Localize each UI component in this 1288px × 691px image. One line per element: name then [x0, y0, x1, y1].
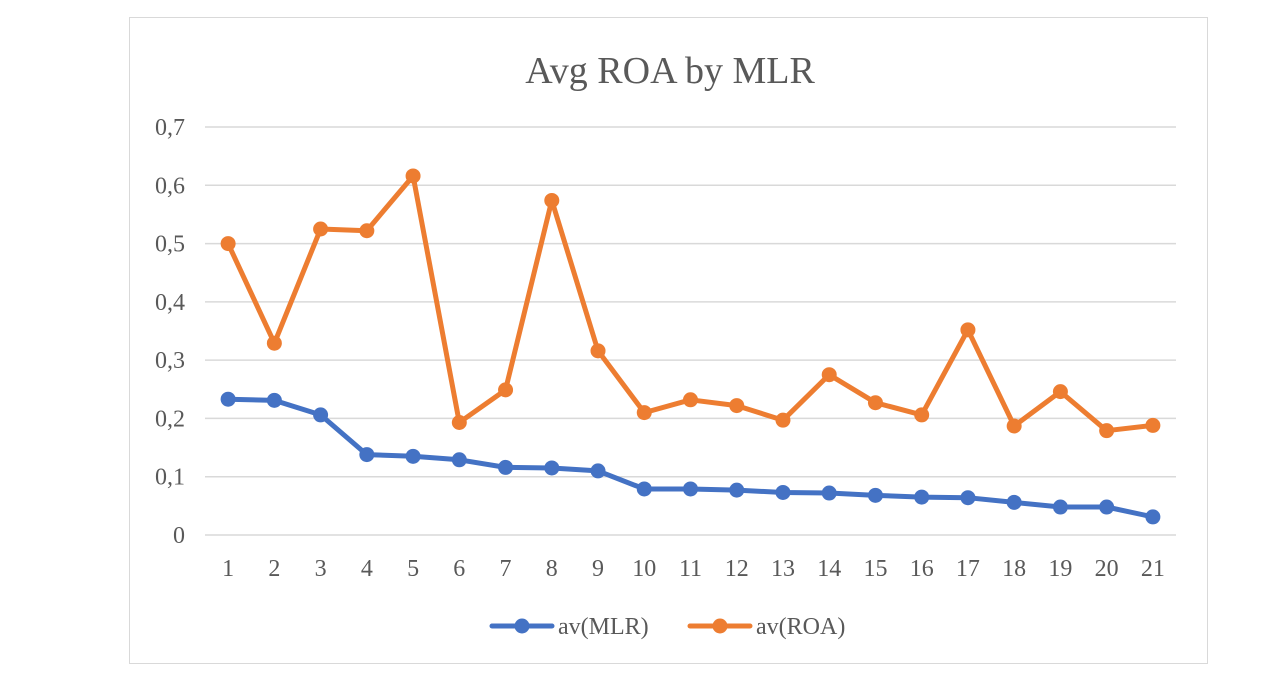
- series-av-roa: [220, 168, 1161, 439]
- legend-label: av(ROA): [756, 614, 845, 640]
- x-tick-label: 10: [632, 556, 656, 582]
- x-tick-label: 14: [817, 556, 841, 582]
- x-tick-label: 20: [1095, 556, 1119, 582]
- y-tick-label: 0,2: [155, 406, 185, 432]
- data-point: [867, 395, 883, 411]
- data-point: [266, 335, 282, 351]
- x-tick-label: 6: [453, 556, 465, 582]
- x-tick-label: 4: [361, 556, 373, 582]
- y-tick-label: 0: [173, 523, 185, 549]
- data-point: [1099, 423, 1115, 439]
- data-point: [821, 367, 837, 383]
- data-point: [266, 392, 282, 408]
- legend-item: av(MLR): [489, 614, 649, 640]
- y-tick-label: 0,3: [155, 348, 185, 374]
- data-point: [1052, 384, 1068, 400]
- data-point: [498, 382, 514, 398]
- data-point: [220, 236, 236, 252]
- y-tick-label: 0,4: [155, 290, 185, 316]
- data-point: [729, 398, 745, 414]
- x-tick-label: 2: [268, 556, 280, 582]
- y-tick-label: 0,6: [155, 173, 185, 199]
- data-point: [775, 484, 791, 500]
- data-point: [636, 405, 652, 421]
- data-point: [498, 459, 514, 475]
- data-point: [960, 322, 976, 338]
- data-point: [220, 391, 236, 407]
- legend-marker: [514, 618, 530, 634]
- x-tick-label: 1: [222, 556, 234, 582]
- data-point: [359, 447, 375, 463]
- data-point: [914, 407, 930, 423]
- data-point: [1099, 499, 1115, 515]
- x-tick-label: 18: [1002, 556, 1026, 582]
- legend-item: av(ROA): [687, 614, 845, 640]
- x-tick-label: 21: [1141, 556, 1165, 582]
- x-tick-label: 11: [679, 556, 702, 582]
- series-lines: [220, 168, 1161, 525]
- data-point: [683, 392, 698, 408]
- y-tick-label: 0,7: [155, 115, 185, 141]
- x-tick-label: 7: [500, 556, 512, 582]
- data-point: [914, 489, 930, 505]
- x-tick-label: 17: [956, 556, 980, 582]
- x-tick-label: 8: [546, 556, 558, 582]
- y-tick-label: 0,5: [155, 232, 185, 258]
- data-point: [313, 407, 329, 423]
- data-point: [1145, 417, 1161, 433]
- y-tick-label: 0,1: [155, 465, 185, 491]
- legend-marker: [712, 618, 728, 634]
- y-axis-tick-labels: 0 0,1 0,2 0,3 0,4 0,5 0,6 0,7: [155, 115, 185, 549]
- data-point: [590, 463, 606, 479]
- data-point: [544, 192, 560, 208]
- x-tick-label: 12: [725, 556, 749, 582]
- data-point: [867, 487, 883, 503]
- data-point: [1006, 494, 1022, 510]
- data-point: [683, 481, 698, 497]
- data-point: [636, 481, 652, 497]
- data-point: [775, 412, 791, 428]
- x-tick-label: 5: [407, 556, 419, 582]
- data-point: [451, 452, 467, 468]
- data-point: [544, 460, 560, 476]
- data-point: [359, 223, 375, 239]
- data-point: [821, 485, 837, 501]
- x-tick-label: 3: [315, 556, 327, 582]
- data-point: [960, 490, 976, 506]
- x-axis-tick-labels: 1 2 3 4 5 6 7 8 9 10 11 12 13 14 15 16 17 18 19 20 21: [222, 556, 1165, 582]
- x-tick-label: 15: [863, 556, 887, 582]
- x-tick-label: 13: [771, 556, 795, 582]
- data-point: [405, 448, 421, 464]
- data-point: [313, 221, 329, 237]
- data-point: [405, 168, 421, 184]
- legend-label: av(MLR): [558, 614, 649, 640]
- data-point: [729, 482, 745, 498]
- series-av-mlr: [220, 391, 1161, 525]
- x-tick-label: 19: [1048, 556, 1072, 582]
- data-point: [1145, 509, 1161, 525]
- data-point: [451, 415, 467, 431]
- legend: av(MLR) av(ROA): [489, 614, 845, 640]
- data-point: [590, 343, 606, 359]
- chart-title: Avg ROA by MLR: [525, 50, 815, 92]
- data-point: [1006, 418, 1022, 434]
- x-tick-label: 16: [910, 556, 934, 582]
- x-tick-label: 9: [592, 556, 604, 582]
- gridlines: [205, 126, 1176, 536]
- data-point: [1052, 499, 1068, 515]
